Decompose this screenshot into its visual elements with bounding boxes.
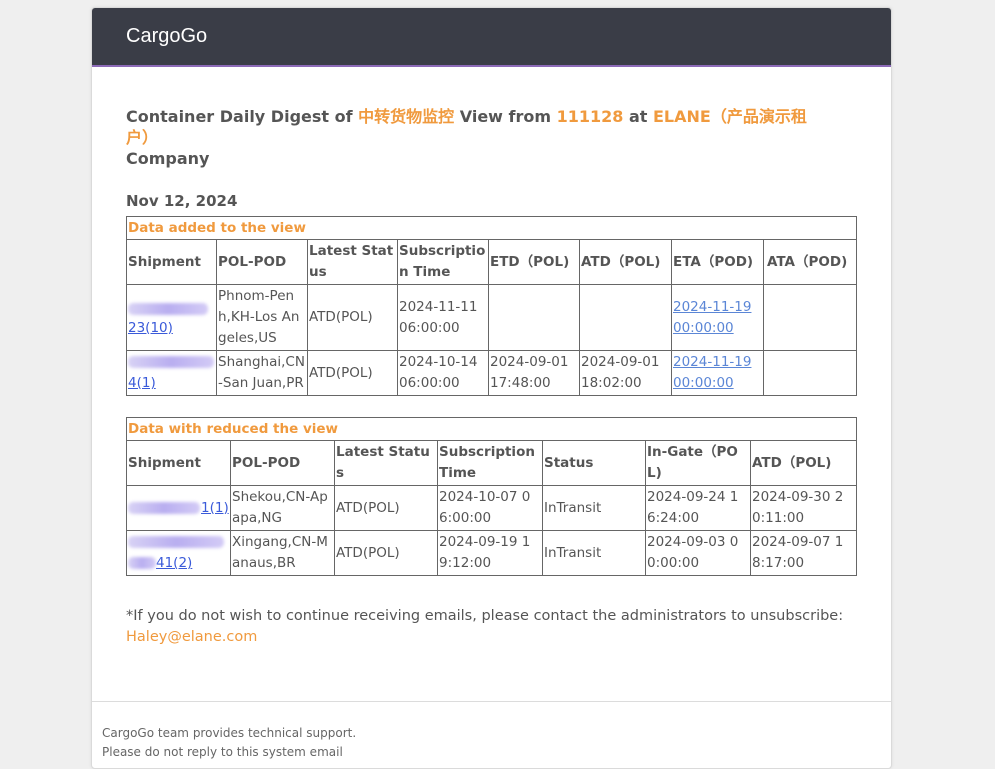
pol-pod-cell: Phnom-Penh,KH-Los Angeles,US [216,284,308,351]
shipment-cell: 23(10) [126,284,217,351]
atd-cell: 2024-09-07 18:17:00 [749,530,858,576]
col-shipment: Shipment [126,440,231,486]
ata-cell [762,284,858,351]
status-cell: InTransit [542,485,646,531]
etd-cell: 2024-09-01 17:48:00 [488,350,580,396]
table-row: 23(10) Phnom-Penh,KH-Los Angeles,US ATD(… [126,284,858,351]
status-cell: InTransit [542,530,646,576]
col-eta: ETA（POD) [671,239,764,285]
eta-cell: 2024-11-19 00:00:00 [671,284,764,351]
latest-status-cell: ATD(POL) [334,530,438,576]
in-gate-cell: 2024-09-24 16:24:00 [645,485,751,531]
etd-cell [488,284,580,351]
atd-cell: 2024-09-30 20:11:00 [749,485,858,531]
col-latest-status: Latest Status [334,440,438,486]
reduced-data-table: Data with reduced the view Shipment POL-… [125,417,858,576]
redacted-shipment-id [128,302,208,315]
col-atd: ATD（POL) [579,239,672,285]
shipment-cell: 41(2) [126,530,231,576]
atd-cell [579,284,672,351]
eta-link[interactable]: 2024-11-19 00:00:00 [673,298,752,336]
table-row: 1(1) Shekou,CN-Apapa,NG ATD(POL) 2024-10… [126,485,858,531]
redacted-shipment-id [128,536,224,548]
col-status: Status [542,440,646,486]
col-latest-status: Latest Status [307,239,398,285]
reduced-table-caption: Data with reduced the view [125,417,858,441]
col-subscription-time: Subscription Time [437,440,543,486]
shipment-link[interactable]: 1(1) [201,499,229,516]
email-footer: CargoGo team provides technical support.… [92,701,891,762]
ata-cell [762,350,858,396]
latest-status-cell: ATD(POL) [307,350,398,396]
col-ata: ATA（POD) [762,239,858,285]
in-gate-cell: 2024-09-03 00:00:00 [645,530,751,576]
col-shipment: Shipment [126,239,217,285]
atd-cell: 2024-09-01 18:02:00 [579,350,672,396]
shipment-link[interactable]: 23(10) [128,319,173,336]
pol-pod-cell: Xingang,CN-Manaus,BR [230,530,335,576]
subscription-time-cell: 2024-10-07 06:00:00 [437,485,543,531]
redacted-shipment-id [128,501,200,514]
col-pol-pod: POL-POD [216,239,308,285]
redacted-shipment-id [128,356,214,368]
added-data-table: Data added to the view Shipment POL-POD … [125,216,858,396]
eta-link[interactable]: 2024-11-19 00:00:00 [673,354,752,391]
email-content: Container Daily Digest of 中转货物监控 View fr… [125,106,861,645]
shipment-link[interactable]: 4(1) [128,375,156,391]
unsubscribe-notice: *If you do not wish to continue receivin… [126,606,843,648]
subscription-time-cell: 2024-09-19 19:12:00 [437,530,543,576]
company-name: ELANE（产品演示租户） [126,107,807,147]
email-card: CargoGo Container Daily Digest of 中转货物监控… [91,7,892,769]
shipment-cell: 4(1) [126,350,217,396]
col-atd: ATD（POL) [749,440,858,486]
pol-pod-cell: Shekou,CN-Apapa,NG [230,485,335,531]
col-in-gate: In-Gate（POL) [645,440,751,486]
footer-noreply-text: Please do not reply to this system email [102,745,343,759]
digest-date: Nov 12, 2024 [126,192,238,210]
latest-status-cell: ATD(POL) [307,284,398,351]
col-subscription-time: Subscription Time [397,239,489,285]
email-header: CargoGo [92,8,891,67]
view-name: 中转货物监控 [358,107,455,126]
subscription-time-cell: 2024-11-11 06:00:00 [397,284,489,351]
col-pol-pod: POL-POD [230,440,335,486]
reduced-table-header-row: Shipment POL-POD Latest Status Subscript… [126,440,858,486]
added-table-caption: Data added to the view [125,216,858,240]
footer-support-text: CargoGo team provides technical support. [102,726,357,740]
notice-text: *If you do not wish to continue receivin… [126,608,844,624]
user-id: 111128 [556,107,624,126]
col-etd: ETD（POL) [488,239,580,285]
table-row: 41(2) Xingang,CN-Manaus,BR ATD(POL) 2024… [126,530,858,576]
latest-status-cell: ATD(POL) [334,485,438,531]
admin-email-link[interactable]: Haley@elane.com [126,629,258,645]
pol-pod-cell: Shanghai,CN-San Juan,PR [216,350,308,396]
added-table-header-row: Shipment POL-POD Latest Status Subscript… [126,239,858,285]
table-row: 4(1) Shanghai,CN-San Juan,PR ATD(POL) 20… [126,350,858,396]
subscription-time-cell: 2024-10-14 06:00:00 [397,350,489,396]
shipment-link[interactable]: 41(2) [156,555,193,571]
shipment-cell: 1(1) [126,485,231,531]
brand-logo-text: CargoGo [126,25,208,47]
eta-cell: 2024-11-19 00:00:00 [671,350,764,396]
digest-title: Container Daily Digest of 中转货物监控 View fr… [126,107,807,168]
